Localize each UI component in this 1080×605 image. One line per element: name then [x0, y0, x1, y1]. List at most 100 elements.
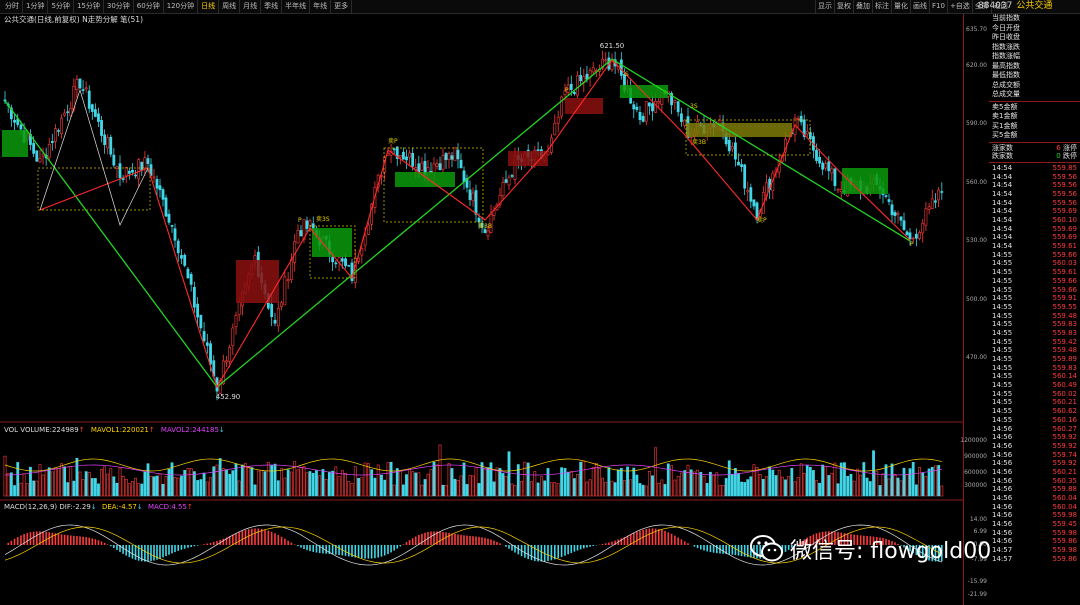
- tick-time: 14:56: [992, 433, 1013, 442]
- candle-body: [66, 111, 70, 113]
- volume-bar: [456, 480, 460, 497]
- period-tab-6[interactable]: 120分钟: [164, 0, 199, 13]
- tool-button-0[interactable]: 显示: [815, 0, 834, 13]
- tick-time: 14:56: [992, 520, 1013, 529]
- candle-body: [444, 153, 448, 161]
- macd-bar: [439, 531, 441, 545]
- tool-button-4[interactable]: 量化: [891, 0, 910, 13]
- candle-body: [186, 268, 190, 279]
- candle-body: [395, 146, 399, 159]
- period-tab-7[interactable]: 日线: [198, 0, 220, 13]
- period-tab-2[interactable]: 5分钟: [48, 0, 74, 13]
- candle-body: [57, 130, 60, 132]
- candle-body: [196, 303, 200, 318]
- tick-row: 14:56 560.21: [989, 468, 1080, 477]
- macd-bar: [928, 545, 930, 561]
- quote-label-1: 今日开盘: [992, 23, 1020, 32]
- volume-bar: [821, 464, 825, 497]
- candle-body: [459, 159, 463, 169]
- volume-bar: [426, 473, 430, 497]
- volume-bar: [740, 481, 743, 497]
- quote-label-7: 总成交额: [992, 80, 1020, 89]
- macd-bar: [696, 545, 699, 549]
- candle-body: [280, 302, 283, 307]
- period-tab-5[interactable]: 60分钟: [134, 0, 164, 13]
- macd-bar: [654, 528, 657, 545]
- tick-price: 559.56: [1052, 189, 1078, 198]
- volume-bar: [721, 484, 725, 497]
- period-tab-4[interactable]: 30分钟: [104, 0, 134, 13]
- tool-button-3[interactable]: 标注: [872, 0, 891, 13]
- kline-chart[interactable]: 621.50 452.90 卖P 卖3B 卖3S 卖3B 卖P P P P 3S S: [0, 0, 963, 605]
- macd-bar: [869, 536, 872, 545]
- volume-bar: [520, 480, 524, 497]
- macd-bar: [257, 528, 260, 545]
- dashed-box: [37, 167, 151, 211]
- volume-bar: [299, 467, 303, 497]
- macd-bar: [76, 536, 78, 545]
- tool-button-1[interactable]: 复权: [834, 0, 853, 13]
- period-tab-3[interactable]: 15分钟: [74, 0, 104, 13]
- macd-bar: [405, 542, 408, 545]
- period-tab-1[interactable]: 1分钟: [23, 0, 49, 13]
- candle-body: [510, 175, 514, 177]
- macd-bar: [238, 532, 240, 545]
- volume-bar: [84, 471, 88, 497]
- macd-bar: [247, 529, 250, 545]
- tick-row: 14:55 559.83: [989, 364, 1080, 373]
- volume-bar: [793, 481, 797, 497]
- tick-price: 559.98: [1052, 528, 1078, 537]
- volume-bar: [137, 483, 141, 497]
- macd-bar: [60, 534, 63, 545]
- volume-bar: [683, 470, 687, 497]
- macd-bar: [448, 532, 450, 545]
- tick-row: 14:54 559.56: [989, 173, 1080, 182]
- tool-button-2[interactable]: 叠加: [853, 0, 872, 13]
- tool-button-5[interactable]: 画线: [910, 0, 929, 13]
- volume-bar: [727, 460, 731, 497]
- candle-body: [38, 157, 42, 163]
- candle-body: [9, 107, 13, 120]
- macd-bar: [209, 542, 212, 545]
- macd-bar: [706, 545, 708, 552]
- volume-bar: [647, 471, 651, 497]
- period-tab-10[interactable]: 季线: [261, 0, 283, 13]
- tick-price: 560.14: [1052, 372, 1078, 381]
- macd-bar: [481, 537, 483, 545]
- macd-bar: [315, 545, 318, 553]
- tick-time: 14:57: [992, 546, 1013, 555]
- period-tab-0[interactable]: 分时: [2, 0, 23, 13]
- macd-tick: 14.00: [969, 516, 987, 523]
- period-tab-12[interactable]: 年线: [310, 0, 332, 13]
- candle-body: [818, 156, 821, 164]
- volume-bar: [790, 467, 794, 497]
- macd-bar: [931, 545, 934, 562]
- tick-time: 14:54: [992, 242, 1013, 251]
- candle-body: [192, 287, 196, 308]
- period-tab-11[interactable]: 半年线: [282, 0, 311, 13]
- macd-bar: [140, 545, 143, 562]
- candle-body: [127, 170, 131, 174]
- tool-button-7[interactable]: +自选: [946, 0, 972, 13]
- period-tab-13[interactable]: 更多: [331, 0, 353, 13]
- tool-button-9[interactable]: 返回: [990, 0, 1010, 13]
- volume-bar: [100, 469, 103, 497]
- macd-bar: [534, 545, 536, 561]
- volume-bar: [118, 467, 122, 497]
- macd-bar: [241, 530, 244, 545]
- volume-bar: [724, 478, 728, 497]
- candle-body: [486, 230, 490, 237]
- zhongshu-box: [508, 151, 548, 166]
- period-tab-9[interactable]: 月线: [240, 0, 262, 13]
- macd-bar: [712, 545, 715, 553]
- candle-body: [619, 59, 623, 76]
- macd-bar: [557, 545, 559, 559]
- macd-bar: [156, 545, 158, 560]
- candle-body: [405, 156, 408, 161]
- high-price-label: 621.50: [600, 42, 625, 50]
- tick-row: 14:56 559.92: [989, 459, 1080, 468]
- tool-button-8[interactable]: 全屏: [971, 0, 991, 13]
- period-tab-8[interactable]: 周线: [219, 0, 241, 13]
- volume-bar: [256, 470, 260, 497]
- tool-button-6[interactable]: F10: [929, 0, 947, 13]
